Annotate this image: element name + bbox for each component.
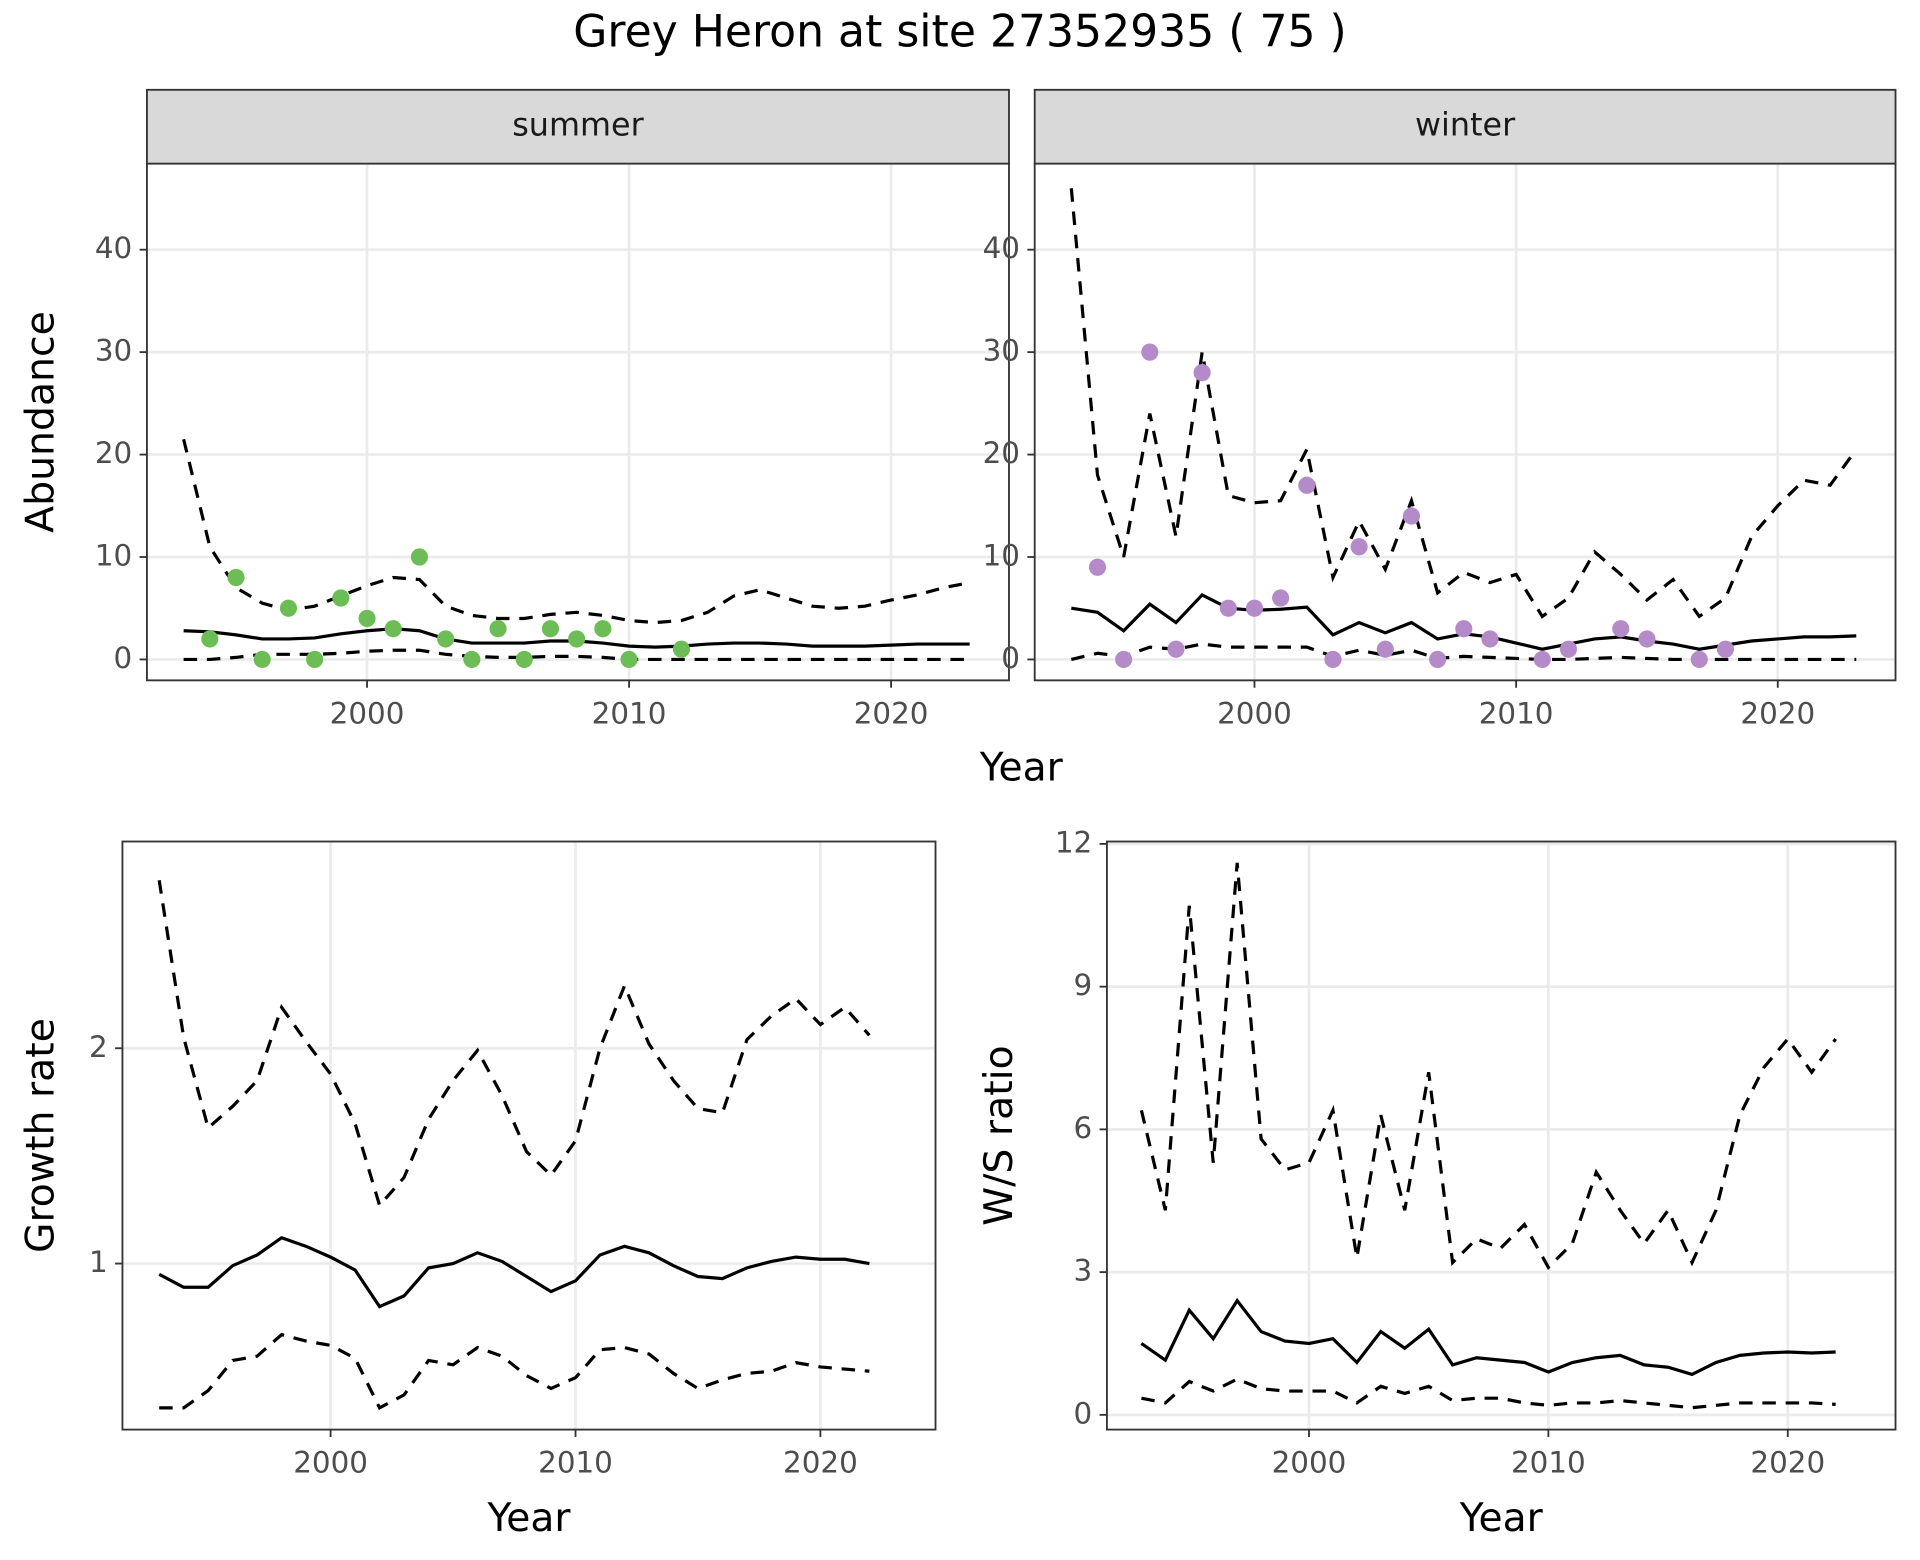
point	[541, 620, 560, 638]
panel-background	[122, 841, 936, 1430]
point	[672, 640, 691, 658]
y-tick-label: 30	[95, 334, 132, 368]
x-tick-label: 2010	[592, 696, 667, 730]
panel-background	[1034, 163, 1896, 681]
x-tick-label: 2020	[1750, 1445, 1825, 1479]
point	[1690, 650, 1708, 669]
x-tick-label: 2020	[783, 1445, 858, 1479]
point	[1141, 343, 1159, 361]
line	[1140, 1297, 1836, 1377]
y-tick-label: 0	[1001, 641, 1020, 675]
point	[1612, 620, 1630, 638]
x-axis-title: Year	[1459, 1496, 1544, 1541]
point	[620, 650, 638, 669]
point	[227, 568, 245, 587]
point	[1455, 620, 1473, 638]
y-tick-label: 40	[95, 231, 132, 265]
y-axis-title: Growth rate	[18, 1018, 63, 1253]
x-axis-title: Year	[487, 1496, 572, 1541]
x-tick-label: 2000	[293, 1445, 368, 1479]
point	[332, 589, 350, 607]
point	[1638, 630, 1656, 648]
point	[1193, 363, 1211, 382]
point	[1219, 599, 1237, 617]
y-tick-label: 30	[983, 334, 1020, 368]
point	[1324, 650, 1342, 669]
point	[1272, 589, 1290, 607]
point	[1088, 558, 1107, 576]
point	[1115, 650, 1133, 669]
point	[306, 650, 324, 669]
point	[1559, 640, 1578, 658]
y-tick-label: 2	[89, 1030, 108, 1064]
point	[1376, 640, 1394, 658]
x-tick-label: 2000	[1217, 696, 1292, 730]
point	[489, 620, 507, 638]
y-tick-label: 0	[1074, 1396, 1093, 1430]
point	[1350, 538, 1368, 556]
y-axis-title: Abundance	[18, 311, 63, 533]
point	[279, 599, 298, 617]
line	[1070, 642, 1857, 662]
line	[158, 1235, 870, 1309]
y-tick-label: 3	[1074, 1254, 1093, 1288]
y-tick-label: 10	[95, 538, 132, 572]
x-tick-label: 2010	[1479, 696, 1554, 730]
panel-background	[1106, 841, 1896, 1430]
point	[437, 630, 455, 648]
y-tick-label: 0	[114, 641, 133, 675]
facet-strip	[146, 88, 1010, 165]
y-tick-label: 40	[983, 231, 1020, 265]
y-tick-label: 9	[1074, 968, 1093, 1002]
x-tick-label: 2000	[1272, 1445, 1347, 1479]
figure-title: Grey Heron at site 27352935 ( 75 )	[573, 6, 1346, 57]
line	[1139, 862, 1837, 1270]
x-tick-label: 2020	[854, 696, 929, 730]
point	[1429, 650, 1447, 669]
panel-border	[1106, 840, 1897, 1431]
point	[1533, 650, 1551, 669]
point	[410, 548, 429, 566]
point	[1481, 630, 1499, 648]
point	[1298, 476, 1316, 494]
line	[182, 438, 970, 625]
y-tick-label: 6	[1074, 1111, 1093, 1145]
point	[1245, 599, 1264, 617]
point	[463, 650, 481, 669]
x-axis-title: Year	[979, 746, 1064, 791]
facet-label: summer	[512, 106, 644, 144]
y-tick-label: 20	[983, 436, 1020, 470]
point	[253, 650, 271, 669]
panel-background	[146, 163, 1009, 681]
x-tick-label: 2000	[330, 696, 405, 730]
point	[594, 620, 612, 638]
point	[1716, 640, 1735, 658]
y-tick-label: 20	[95, 436, 132, 470]
x-tick-label: 2010	[1511, 1445, 1586, 1479]
point	[1167, 640, 1185, 658]
x-tick-label: 2010	[538, 1445, 613, 1479]
facet-label: winter	[1415, 106, 1516, 144]
y-tick-label: 10	[983, 538, 1020, 572]
y-axis-title: W/S ratio	[977, 1045, 1022, 1225]
point	[201, 630, 219, 648]
point	[568, 630, 586, 648]
line	[183, 648, 970, 662]
y-tick-label: 1	[89, 1245, 108, 1279]
facet-strip	[1033, 88, 1897, 165]
y-tick-label: 12	[1055, 825, 1092, 859]
point	[384, 620, 402, 638]
point	[358, 609, 376, 628]
point	[1402, 507, 1421, 525]
line	[1141, 1377, 1836, 1410]
x-tick-label: 2020	[1740, 696, 1815, 730]
panel-border	[121, 840, 937, 1431]
line	[159, 1332, 870, 1411]
line	[157, 880, 871, 1209]
point	[515, 650, 533, 669]
